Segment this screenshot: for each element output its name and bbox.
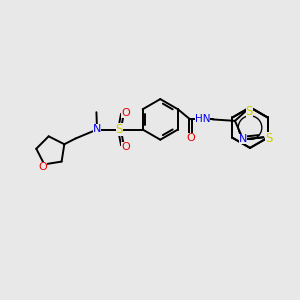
- Text: S: S: [246, 105, 253, 118]
- Text: S: S: [116, 123, 123, 136]
- Text: N: N: [93, 124, 101, 134]
- Text: HN: HN: [195, 114, 210, 124]
- Text: O: O: [121, 107, 130, 118]
- Text: S: S: [266, 132, 273, 145]
- Text: O: O: [38, 162, 47, 172]
- Text: N: N: [239, 134, 248, 143]
- Text: O: O: [121, 142, 130, 152]
- Text: O: O: [187, 133, 195, 143]
